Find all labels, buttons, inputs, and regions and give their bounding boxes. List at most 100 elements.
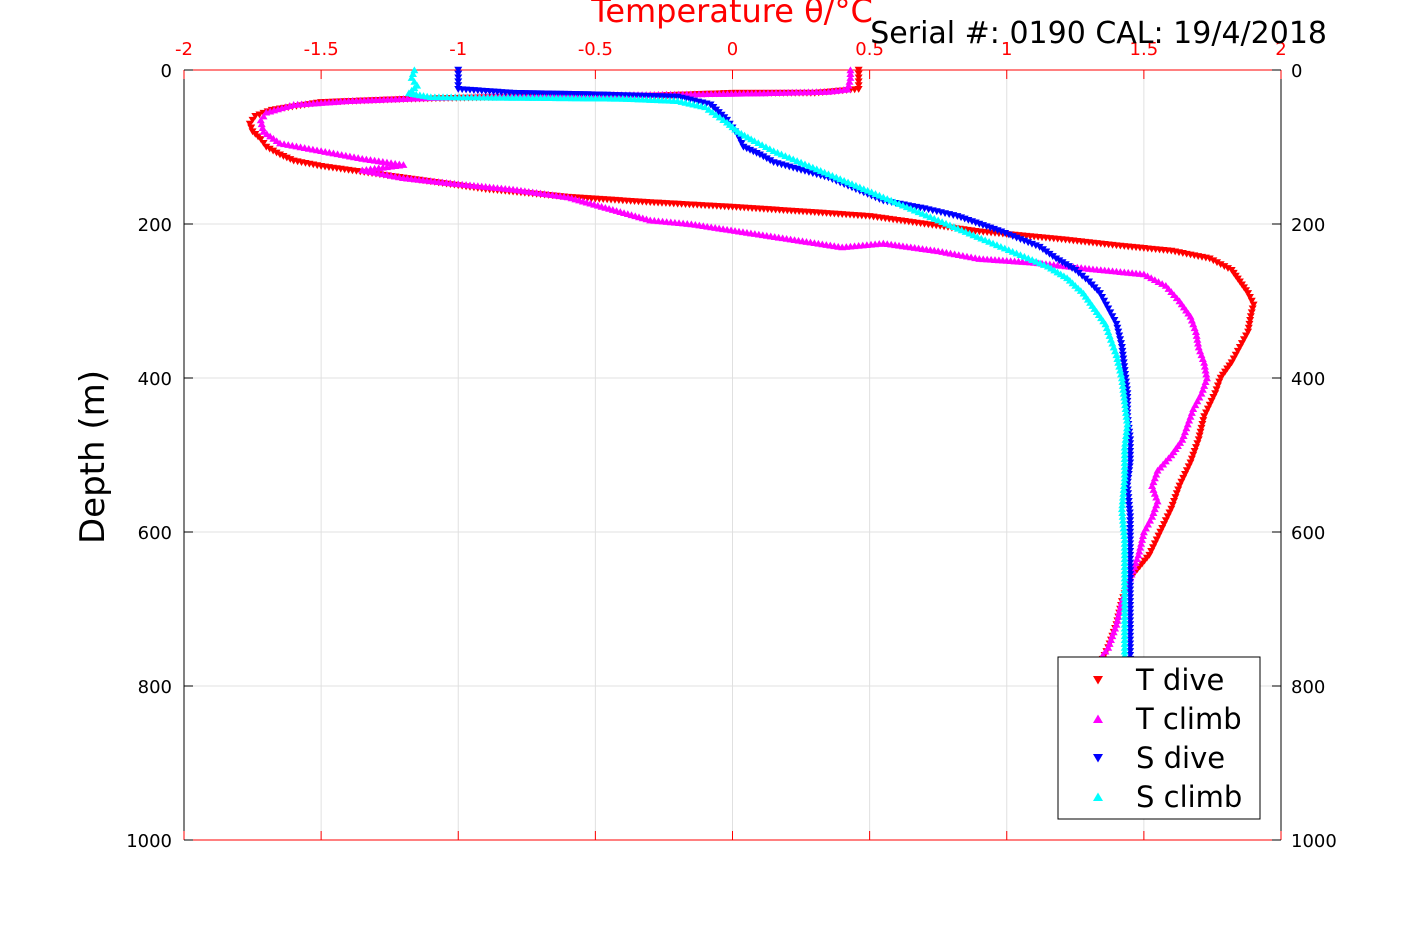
data-point [1233,347,1242,355]
data-point [1120,466,1129,474]
data-point [1200,362,1209,370]
data-point [1198,421,1207,428]
data-point [257,120,266,128]
x-tick-label: 1.5 [1130,39,1159,60]
data-point [758,141,767,149]
y-tick-label-right: 400 [1291,369,1325,390]
data-point [708,108,717,116]
data-point [1120,536,1129,543]
data-point [1117,340,1126,347]
data-point [262,143,271,151]
data-point [1118,501,1127,509]
data-point [1172,490,1181,498]
data-point [1120,397,1129,405]
data-point [1113,616,1122,624]
data-point [1126,524,1135,532]
data-point [1058,259,1067,267]
data-point [1196,428,1205,436]
y-tick-label-right: 1000 [1291,831,1337,852]
data-point [1116,366,1125,374]
data-point [1209,257,1218,265]
data-point [1120,574,1129,582]
data-point [712,111,721,118]
data-point [1194,339,1203,347]
data-point [762,155,771,163]
y-tick-label-left: 1000 [126,831,172,852]
data-point [1212,386,1221,394]
data-point [1110,317,1119,324]
data-point [1120,593,1129,601]
y-tick-label-left: 800 [138,677,172,698]
data-point [1209,394,1218,401]
data-point [765,145,774,153]
data-point [846,70,855,78]
data-point [1120,563,1129,570]
data-point [1199,417,1208,424]
data-point [1120,578,1129,586]
data-point [854,82,863,89]
data-point [454,82,463,89]
data-point [1139,528,1148,536]
data-point [1149,544,1158,551]
data-point [1191,328,1200,335]
data-point [1135,547,1144,555]
data-point [1120,586,1129,593]
data-point [1119,486,1128,493]
data-point [1163,513,1172,521]
data-point [854,70,863,78]
data-point [750,137,759,145]
data-point [846,74,855,81]
data-point [715,113,724,121]
data-point [1207,397,1216,405]
data-point [1120,601,1129,609]
data-point [1119,528,1128,536]
data-point [259,112,268,120]
data-point [258,124,267,131]
data-point [1215,378,1224,386]
data-point [1120,470,1129,478]
data-point [1120,597,1129,605]
data-point [759,153,768,161]
data-point [1120,624,1129,632]
data-point [1216,261,1225,269]
x-tick-label: -1.5 [304,39,339,60]
x-tick-label: 0.5 [855,39,884,60]
x-tick-label: -2 [175,39,193,60]
data-point [1201,366,1210,374]
data-point [1120,443,1129,451]
data-point [1167,505,1176,513]
data-point [1120,543,1129,551]
data-point [1121,401,1130,409]
data-point [1120,551,1129,559]
data-point [844,81,853,89]
data-point [1154,532,1163,540]
data-point [1119,489,1128,497]
data-point [854,66,863,74]
legend-marker [1093,754,1103,763]
data-point [1191,444,1200,451]
data-point [1193,440,1202,448]
data-point [1248,305,1257,313]
data-point [1108,313,1117,320]
data-point [1118,513,1127,520]
data-point [1245,293,1254,301]
series-s-dive [454,66,1135,663]
data-point [1122,409,1131,416]
data-point [1120,605,1129,613]
data-point [1189,451,1198,459]
data-point [1114,359,1123,366]
data-point [1187,455,1196,463]
data-point [1118,497,1127,505]
x-tick-label: 1 [1001,39,1012,60]
data-point [846,66,855,74]
data-point [1121,436,1130,443]
data-point [1120,393,1129,401]
data-point [1177,478,1186,486]
data-point [1119,359,1128,367]
data-point [1237,340,1246,347]
data-point [1120,636,1129,643]
data-point [1119,389,1128,397]
data-point [1195,432,1204,440]
